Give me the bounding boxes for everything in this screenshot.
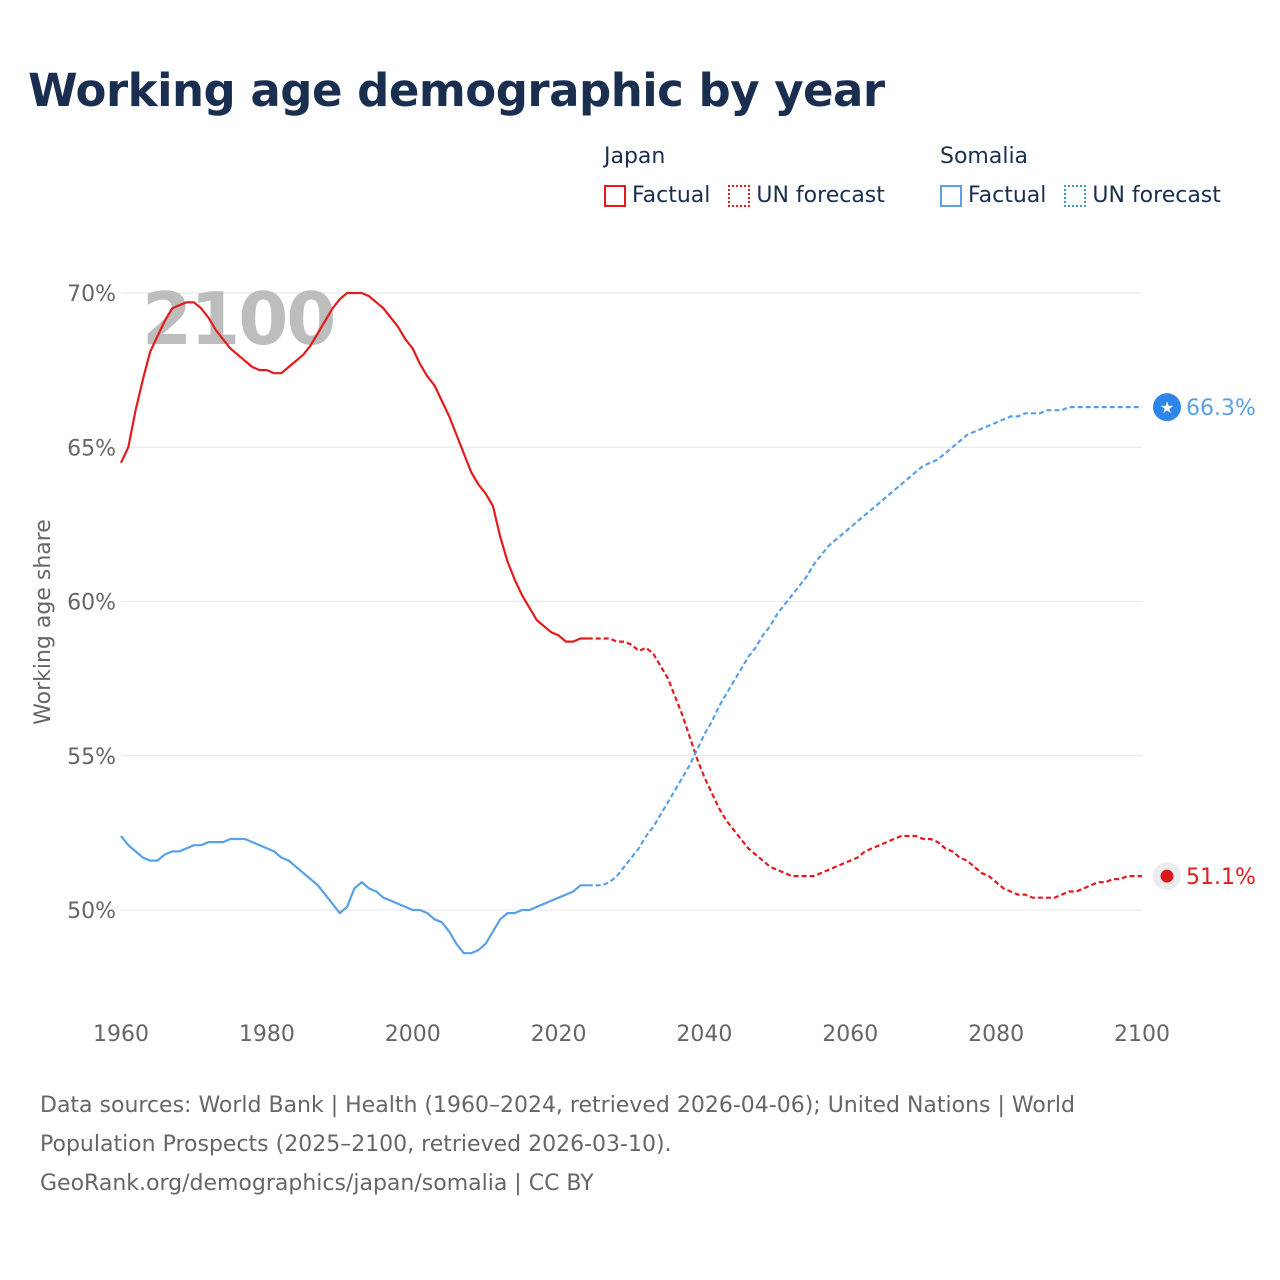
footer-credit: GeoRank.org/demographics/japan/somalia |… bbox=[40, 1171, 594, 1196]
japan-factual-line[interactable] bbox=[120, 291, 588, 643]
axis-layer: 50% 55% 60% 65% 70% 1960 1980 2000 2020 2040 2060 2… bbox=[67, 282, 1170, 1047]
grid-layer bbox=[121, 292, 1142, 911]
legend-japan-factual-swatch bbox=[604, 184, 626, 207]
legend-japan-name: Japan bbox=[604, 144, 666, 169]
x-tick-label: 2020 bbox=[531, 1022, 587, 1047]
year-watermark: 2100 bbox=[142, 277, 334, 361]
y-tick-label: 50% bbox=[67, 899, 116, 924]
japan-end-marker[interactable] bbox=[1160, 869, 1174, 883]
legend-japan-factual-label: Factual bbox=[632, 183, 711, 208]
x-tick-label: 1980 bbox=[239, 1022, 295, 1047]
legend-somalia-forecast-label: UN forecast bbox=[1092, 183, 1221, 208]
y-axis-label: Working age share bbox=[31, 519, 56, 725]
legend-japan-forecast[interactable]: UN forecast bbox=[728, 183, 885, 208]
y-tick-label: 55% bbox=[67, 745, 116, 770]
line-chart: 2100 50% 55% 60% 65% 70% 1960 1980 2000 2020 2040… bbox=[31, 277, 1256, 1047]
x-tick-label: 2060 bbox=[822, 1022, 878, 1047]
legend-japan: Japan Factual UN forecast bbox=[604, 144, 903, 208]
x-tick-label: 2000 bbox=[385, 1022, 441, 1047]
x-tick-label: 2080 bbox=[968, 1022, 1024, 1047]
legend-japan-forecast-swatch bbox=[728, 184, 751, 207]
somalia-factual-line[interactable] bbox=[120, 835, 588, 955]
legend-somalia-factual[interactable]: Factual bbox=[940, 183, 1046, 208]
somalia-forecast-line[interactable] bbox=[587, 406, 1142, 887]
legend-somalia-forecast[interactable]: UN forecast bbox=[1064, 183, 1221, 208]
legend-japan-factual[interactable]: Factual bbox=[604, 183, 710, 208]
chart-title: Working age demographic by year bbox=[28, 64, 885, 117]
x-tick-label: 2040 bbox=[676, 1022, 732, 1047]
x-tick-label: 2100 bbox=[1114, 1022, 1170, 1047]
legend-somalia-factual-swatch bbox=[940, 184, 962, 207]
japan-end-label: 51.1% bbox=[1186, 865, 1256, 890]
legend-japan-forecast-label: UN forecast bbox=[756, 183, 885, 208]
end-marker-layer: 51.1% ★ 66.3% bbox=[1153, 393, 1256, 891]
somalia-end-marker[interactable] bbox=[1153, 393, 1181, 422]
legend-somalia-forecast-swatch bbox=[1064, 184, 1087, 207]
footer: Data sources: World Bank | Health (1960–… bbox=[40, 1086, 1160, 1203]
y-tick-label: 65% bbox=[67, 436, 116, 461]
x-tick-label: 1960 bbox=[93, 1022, 149, 1047]
footer-sources: Data sources: World Bank | Health (1960–… bbox=[40, 1093, 1075, 1157]
legend-somalia-name: Somalia bbox=[940, 144, 1029, 169]
y-tick-label: 70% bbox=[67, 282, 116, 307]
y-tick-label: 60% bbox=[67, 591, 116, 616]
legend-somalia-factual-label: Factual bbox=[968, 183, 1047, 208]
japan-forecast-line[interactable] bbox=[587, 637, 1142, 899]
series-layer bbox=[120, 291, 1142, 955]
somalia-end-label: 66.3% bbox=[1186, 396, 1256, 421]
star-icon: ★ bbox=[1160, 398, 1174, 417]
legend-somalia: Somalia Factual UN forecast bbox=[940, 144, 1221, 208]
